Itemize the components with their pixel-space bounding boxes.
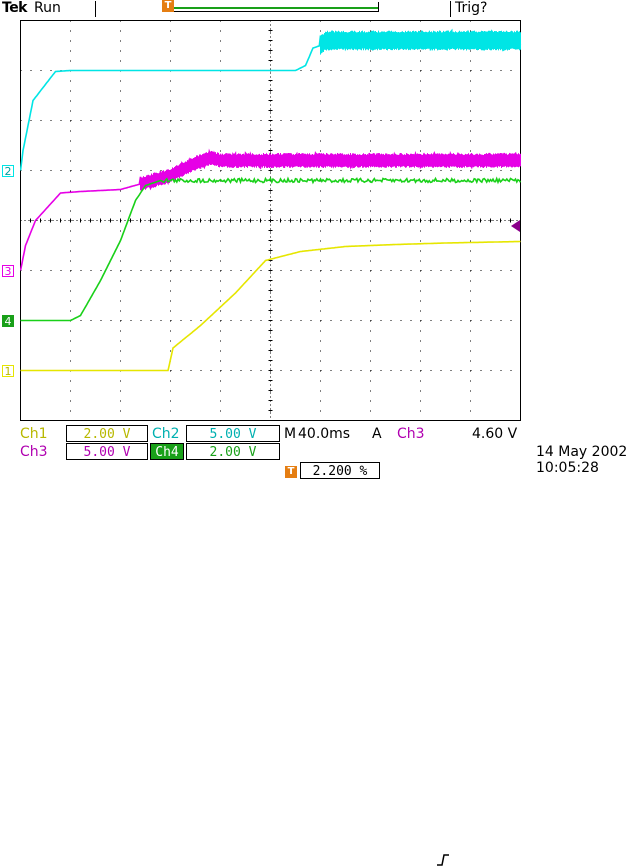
ch1-trace (20, 240, 521, 372)
ch2-ground-marker[interactable]: 2 (2, 164, 14, 177)
ch2-label: Ch2 (152, 426, 180, 442)
brand-logo: Tek (2, 0, 28, 16)
trigger-mode: A (372, 426, 382, 442)
status-divider (450, 1, 451, 17)
time-readout: 10:05:28 (536, 460, 599, 476)
waveform-display[interactable] (20, 20, 522, 422)
acquisition-state: Run (34, 0, 61, 16)
trigger-position-marker[interactable]: T (162, 0, 174, 12)
ch3-scale[interactable]: 5.00 V (66, 443, 148, 460)
timebase-label: M (284, 426, 297, 442)
status-bar: Tek Run T Trig? (0, 0, 640, 18)
trigger-state: Trig? (455, 0, 488, 16)
ch3-noise-band (140, 151, 521, 191)
record-window-bar (172, 7, 378, 9)
ch3-label: Ch3 (20, 444, 48, 460)
trigger-level-arrow-icon[interactable] (511, 219, 521, 232)
trigger-position[interactable]: 2.200 % (300, 462, 380, 479)
ch1-ground-marker[interactable]: 1 (2, 364, 14, 377)
ch2-scale[interactable]: 5.00 V (186, 425, 280, 442)
trigger-position-icon: T (285, 466, 297, 478)
readout-panel: Ch1 2.00 V Ch2 5.00 V M 40.0ms A Ch3 4.6… (0, 424, 640, 866)
ch1-scale[interactable]: 2.00 V (66, 425, 148, 442)
trigger-source[interactable]: Ch3 (397, 426, 425, 442)
ch4-ground-marker[interactable]: 4 (2, 314, 14, 327)
timebase-scale[interactable]: 40.0ms (298, 426, 351, 442)
ch2-noise-band (320, 30, 521, 55)
ch4-label: Ch4 (150, 443, 184, 460)
ch4-trace (20, 176, 522, 322)
date-readout: 14 May 2002 (536, 444, 628, 460)
ch1-label: Ch1 (20, 426, 48, 442)
rising-edge-icon (437, 854, 449, 866)
graticule-grid (20, 20, 521, 421)
status-divider (95, 1, 96, 17)
ch3-ground-marker[interactable]: 3 (2, 264, 14, 277)
traces (20, 28, 522, 372)
ch4-scale[interactable]: 2.00 V (186, 443, 280, 460)
trigger-level[interactable]: 4.60 V (472, 426, 518, 442)
